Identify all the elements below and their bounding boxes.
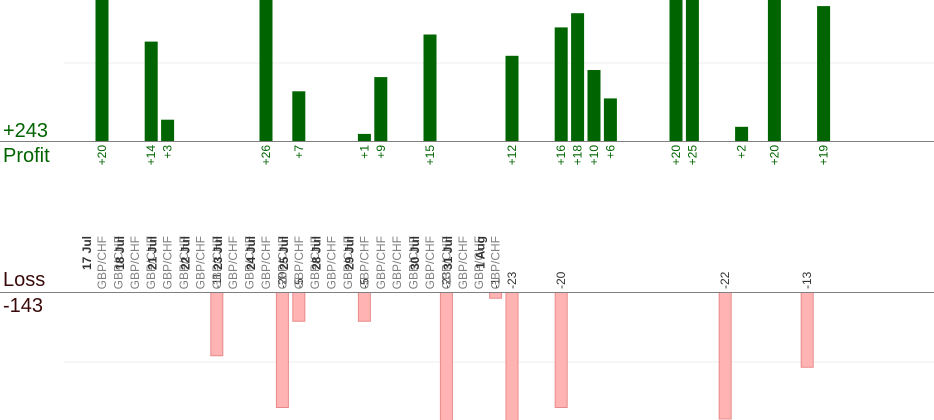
profit-bar	[161, 119, 175, 141]
profit-total: +243	[3, 120, 49, 142]
pair-label: GBP/CHF	[456, 236, 470, 289]
loss-bar	[439, 292, 453, 420]
loss-bar	[505, 292, 519, 420]
loss-value-label: -5	[292, 278, 306, 289]
loss-value-label: -5	[357, 278, 371, 289]
profit-value-label: +19	[817, 145, 831, 166]
pair-label: GBP/CHF	[341, 236, 355, 289]
profit-bar	[505, 55, 519, 141]
profit-value-label: +2	[735, 145, 749, 159]
pair-label: GBP/CHF	[472, 236, 486, 289]
profit-value-label: +12	[505, 145, 519, 166]
date-label: 31 Jul	[441, 236, 455, 270]
loss-value-label: -20	[275, 271, 289, 289]
pair-label: GBP/CHF	[243, 236, 257, 289]
loss-value-label: -11	[210, 272, 224, 289]
profit-bar	[571, 13, 585, 142]
pair-label: GBP/CHF	[357, 236, 371, 289]
pair-label: GBP/CHF	[423, 236, 437, 289]
pair-label: GBP/CHF	[144, 236, 158, 289]
date-label: 29 Jul	[342, 236, 356, 270]
loss-bar	[489, 292, 503, 299]
date-label: 23 Jul	[211, 236, 225, 270]
profit-bar	[144, 41, 158, 141]
profit-bar	[603, 98, 617, 141]
date-label: 25 Jul	[277, 236, 291, 270]
profit-bar	[767, 0, 781, 141]
pair-label: GBP/CHF	[193, 236, 207, 289]
date-label: 21 Jul	[146, 236, 160, 270]
profit-value-label: +7	[292, 145, 306, 159]
profit-value-label: +20	[669, 145, 683, 166]
loss-bar	[800, 292, 814, 368]
date-label: 18 Jul	[113, 236, 127, 270]
pair-label: GBP/CHF	[275, 236, 289, 289]
profit-value-label: +16	[554, 145, 568, 166]
profit-bar	[259, 0, 273, 141]
profit-value-label: +15	[423, 145, 437, 166]
loss-bar	[210, 292, 224, 357]
pair-label: GBP/CHF	[374, 236, 388, 289]
profit-value-label: +20	[767, 145, 781, 166]
profit-bar	[817, 6, 831, 141]
pair-label: GBP/CHF	[111, 236, 125, 289]
date-label: 17 Jul	[80, 236, 94, 270]
profit-bar	[374, 77, 388, 141]
pair-label: GBP/CHF	[95, 236, 109, 289]
date-label: 24 Jul	[244, 236, 258, 270]
loss-bar	[357, 292, 371, 322]
pair-label: GBP/CHF	[325, 236, 339, 289]
loss-bar	[554, 292, 568, 408]
date-label: 1 Aug	[474, 236, 488, 269]
date-label: 28 Jul	[310, 236, 324, 270]
profit-label: Profit	[3, 145, 50, 167]
pair-label: GBP/CHF	[489, 236, 503, 289]
pair-label: GBP/CHF	[128, 236, 142, 289]
profit-bar	[292, 91, 306, 141]
loss-bar	[275, 292, 289, 408]
date-label: 22 Jul	[178, 236, 192, 270]
loss-label: Loss	[3, 269, 46, 291]
profit-value-label: +6	[603, 145, 617, 159]
profit-value-label: +14	[144, 145, 158, 166]
pair-label: GBP/CHF	[210, 236, 224, 289]
profit-bar	[685, 0, 699, 141]
profit-bar	[587, 70, 601, 141]
loss-value-label: -22	[718, 271, 732, 289]
profit-value-label: +10	[587, 145, 601, 166]
profit-value-label: +9	[374, 145, 388, 159]
date-label: 30 Jul	[408, 236, 422, 270]
pair-label: GBP/CHF	[407, 236, 421, 289]
loss-value-label: -13	[800, 271, 814, 289]
pair-label: GBP/CHF	[259, 236, 273, 289]
profit-value-label: +18	[571, 145, 585, 166]
profit-bar	[95, 0, 109, 141]
pair-label: GBP/CHF	[439, 236, 453, 289]
profit-bar	[554, 27, 568, 141]
loss-value-label: -20	[554, 271, 568, 289]
profit-value-label: +20	[95, 145, 109, 166]
profit-bar	[357, 133, 371, 141]
loss-value-label: -23	[505, 271, 519, 289]
loss-bar	[718, 292, 732, 420]
profit-value-label: +3	[161, 145, 175, 159]
pair-label: GBP/CHF	[390, 236, 404, 289]
profit-bar	[735, 126, 749, 141]
pair-label: GBP/CHF	[226, 236, 240, 289]
loss-value-label: -23	[439, 271, 453, 289]
profit-bar	[669, 0, 683, 141]
loss-value-label: -1	[489, 278, 503, 289]
pair-label: GBP/CHF	[292, 236, 306, 289]
profit-value-label: +25	[685, 145, 699, 166]
loss-total: -143	[3, 295, 44, 317]
profit-value-label: +26	[259, 145, 273, 166]
pair-label: GBP/CHF	[308, 236, 322, 289]
profit-value-label: +1	[357, 145, 371, 159]
loss-bar	[292, 292, 306, 322]
pair-label: GBP/CHF	[177, 236, 191, 289]
pair-label: GBP/CHF	[161, 236, 175, 289]
profit-bar	[423, 34, 437, 141]
